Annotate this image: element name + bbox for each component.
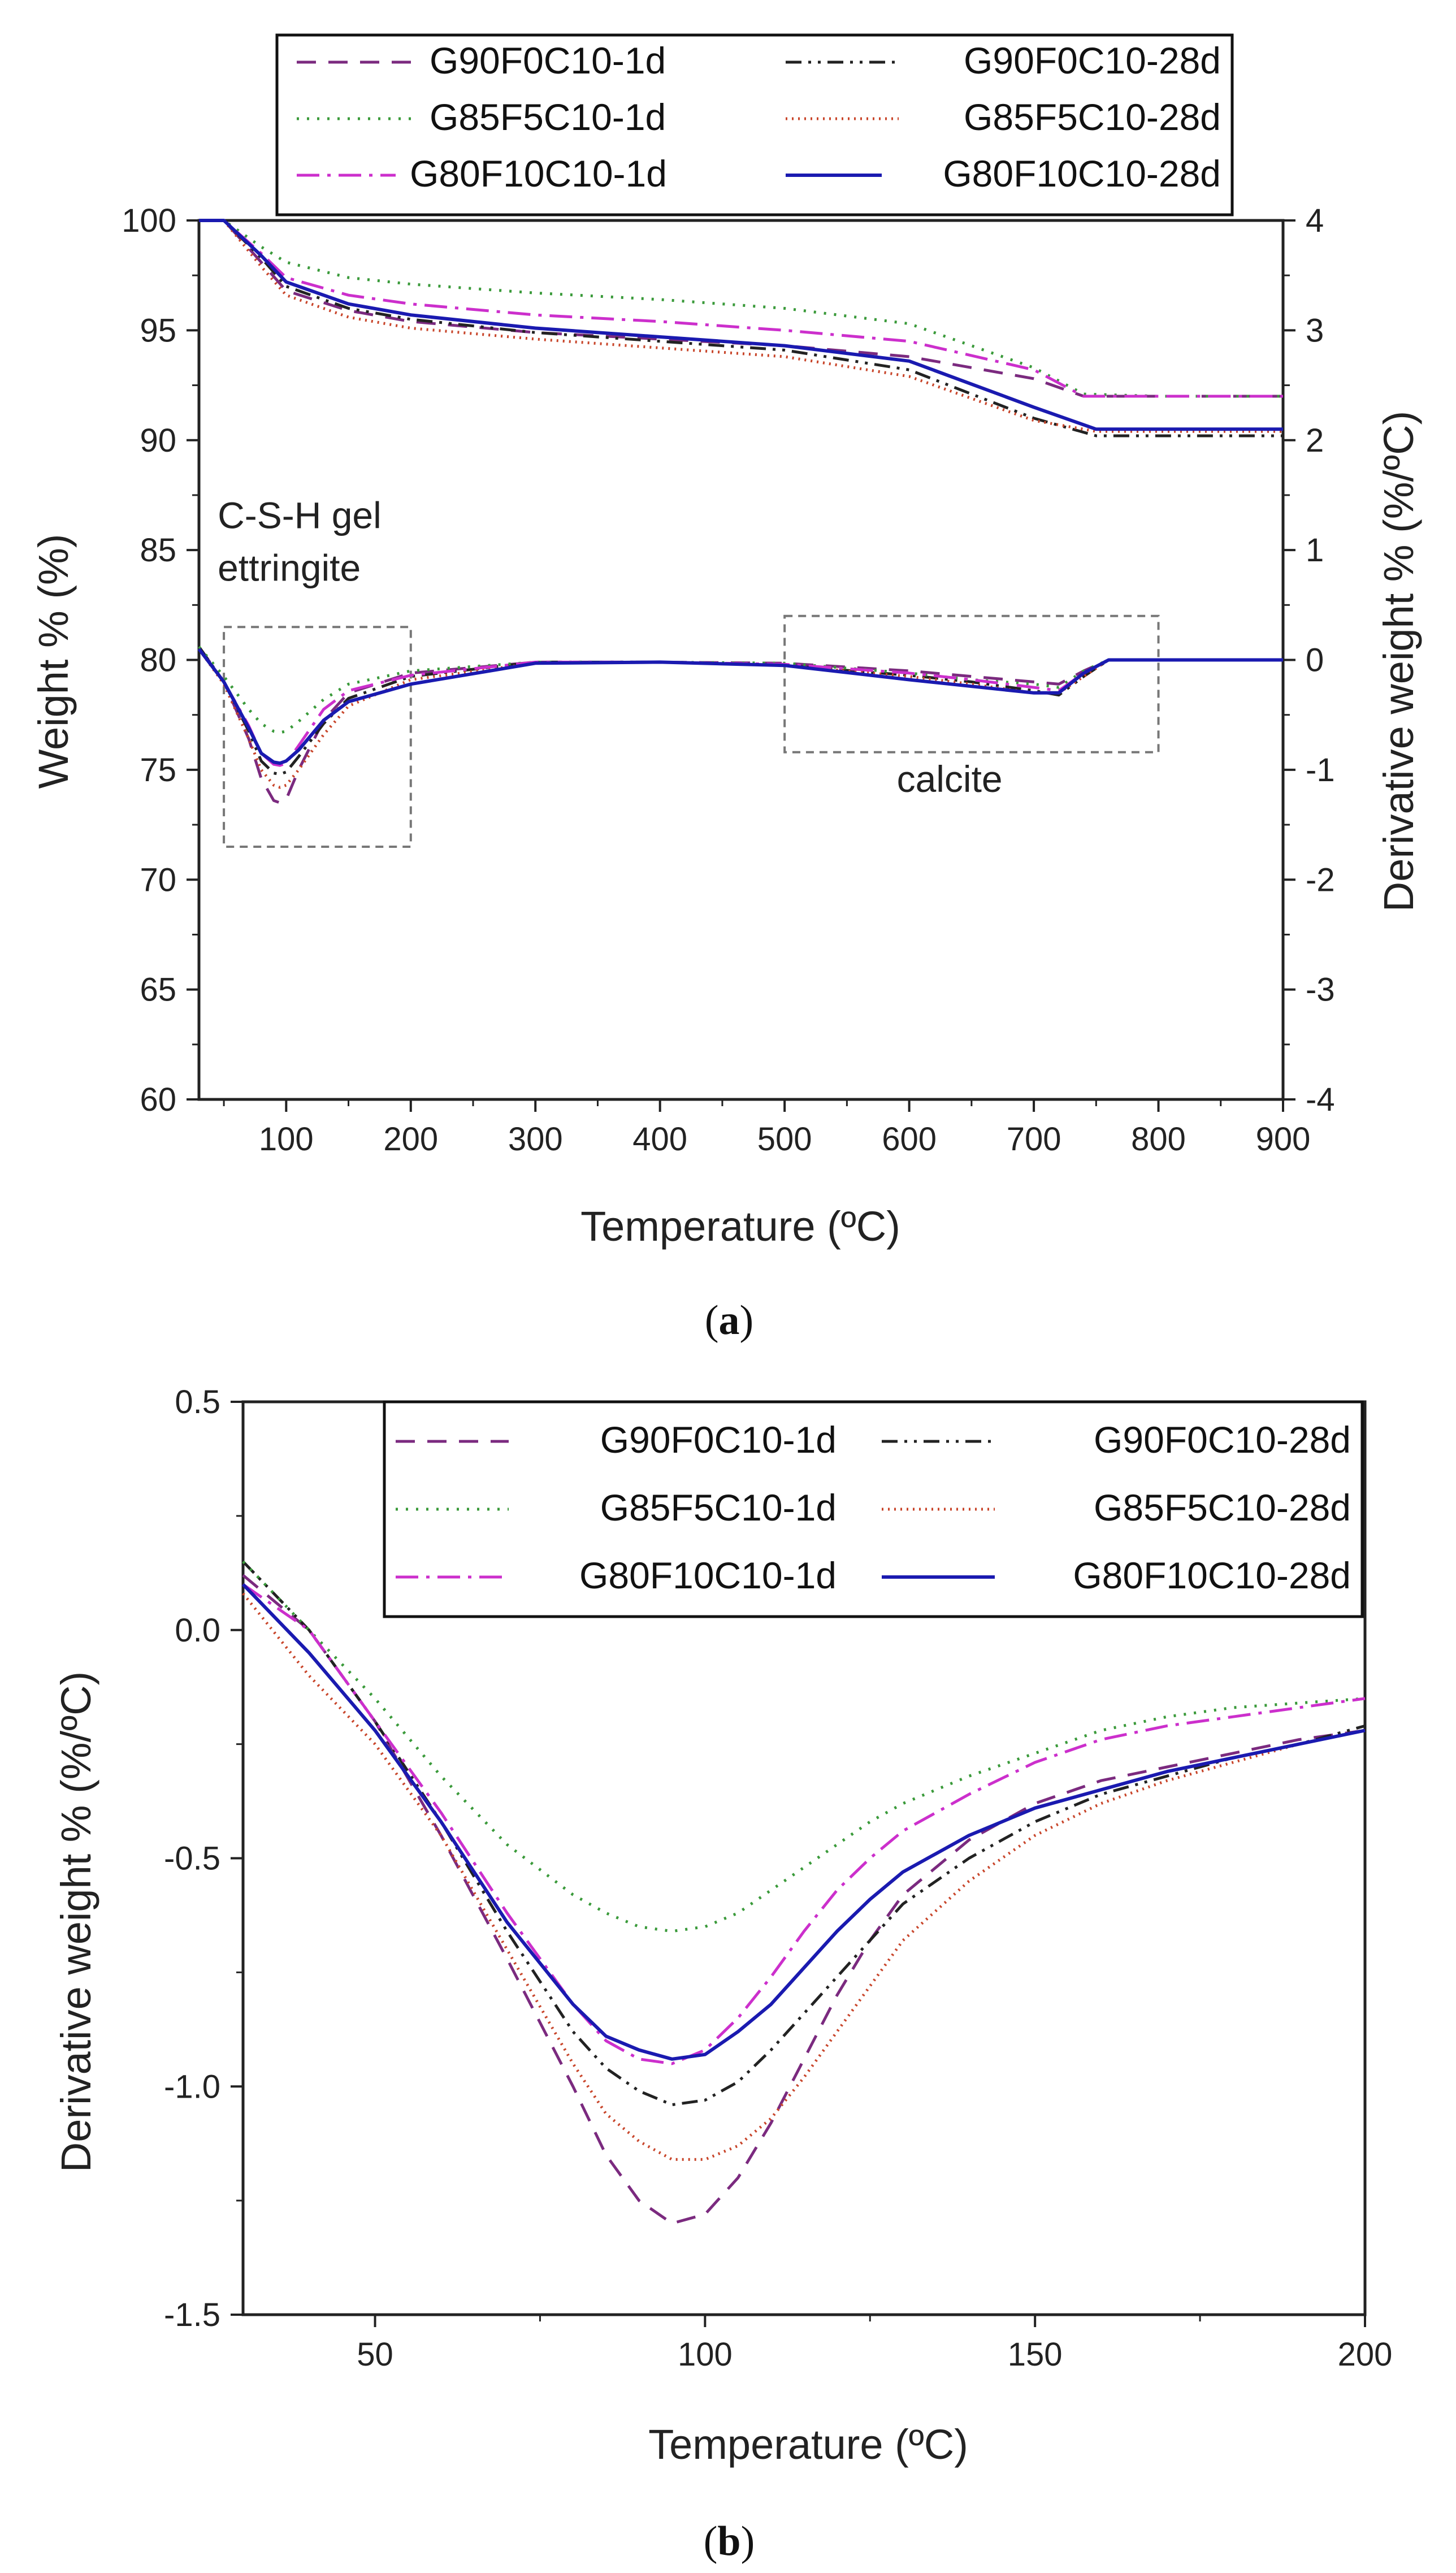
panel-a-derivative-line-g85f5c10-28d (197, 648, 1283, 789)
panel-b-legend-frame (383, 1400, 1364, 1618)
panel-a-annotation: calcite (897, 758, 1003, 800)
panel-b-caption-letter: b (717, 2518, 740, 2565)
panel-a-y-tick-label: 70 (140, 861, 176, 898)
panel-a-legend: G90F0C10-1d G90F0C10-28d G85F5C10-1d G85F5C… (275, 33, 1234, 216)
panel-a-weight-line-g80f10c10-28d (199, 219, 1283, 431)
panel-b-legend-label-g85f5c10-28d: G85F5C10-28d (1094, 1487, 1351, 1528)
panel-a-y2-axis-title: Derivative weight % (%/ºC) (1375, 411, 1422, 912)
panel-a-y2-ticks: -4 -3 -2 -1 0 1 2 3 4 (1283, 202, 1335, 1118)
panel-b-caption: (b) (704, 2518, 755, 2565)
panel-a-y-tick-label: 85 (140, 532, 176, 569)
panel-a-x-tick-label: 900 (1256, 1121, 1311, 1158)
panel-a-caption-letter: a (719, 1297, 740, 1344)
panel-a-weight-line-g85f5c10-1d (199, 219, 1283, 398)
panel-a-weight-line-g85f5c10-28d (199, 219, 1283, 433)
panel-a-x-tick-label: 400 (632, 1121, 687, 1158)
panel-a-highlight-boxes (223, 614, 1160, 848)
panel-b-x-tick-label: 50 (357, 2336, 393, 2373)
panel-a-y-axis-title: Weight % (%) (30, 534, 77, 789)
panel-a-x-tick-label: 800 (1131, 1121, 1186, 1158)
panel-a-y2-tick-label: 1 (1306, 532, 1324, 569)
panel-a-legend-label-g90f0c10-1d: G90F0C10-1d (430, 40, 666, 81)
panel-a-legend-frame (275, 33, 1234, 216)
panel-a-weight-line-g80f10c10-1d (199, 219, 1283, 398)
panel-b-x-axis-title: Temperature (ºC) (648, 2421, 968, 2468)
panel-a-legend-label-g80f10c10-28d: G80F10C10-28d (943, 153, 1221, 194)
panel-a-y-tick-label: 100 (122, 202, 176, 239)
panel-a-derivative-line-g90f0c10-28d (197, 646, 1283, 776)
panel-b-y-tick-label: -1.5 (164, 2297, 220, 2333)
panel-a-x-tick-label: 500 (757, 1121, 812, 1158)
panel-b-legend-label-g85f5c10-1d: G85F5C10-1d (600, 1487, 837, 1528)
panel-b-legend-label-g90f0c10-28d: G90F0C10-28d (1094, 1419, 1351, 1461)
panel-a-annotations: C-S-H gel ettringite calcite (218, 494, 1003, 800)
panel-b-line-g90f0c10-28d (242, 1560, 1366, 2107)
panel-b-line-g85f5c10-28d (242, 1592, 1366, 2161)
panel-a-highlight-box (783, 614, 1160, 753)
panel-a-y2-tick-label: 3 (1306, 312, 1324, 349)
panel-a-y2-tick-label: 2 (1306, 422, 1324, 459)
panel-b-caption-close: ) (741, 2518, 755, 2565)
panel-a-x-tick-label: 200 (383, 1121, 438, 1158)
panel-a-series (197, 219, 1283, 804)
panel-a-y2-tick-label: -4 (1306, 1081, 1335, 1118)
panel-b-line-g80f10c10-28d (241, 1583, 1366, 2061)
panel-b-y-ticks: -1.5 -1.0 -0.5 0.0 0.5 (164, 1384, 243, 2333)
panel-b-legend: G90F0C10-1d G90F0C10-28d G85F5C10-1d G85F5C… (383, 1400, 1364, 1618)
panel-a-legend-label-g90f0c10-28d: G90F0C10-28d (964, 40, 1221, 81)
panel-b-y-axis-title: Derivative weight % (%/ºC) (53, 1671, 99, 2172)
panel-b-x-ticks: 50 100 150 200 (357, 2315, 1392, 2373)
panel-a-y2-tick-label: 0 (1306, 642, 1324, 679)
panel-b-legend-label-g80f10c10-1d: G80F10C10-1d (579, 1554, 837, 1596)
panel-a-y-tick-label: 65 (140, 972, 176, 1008)
panel-a-x-tick-label: 300 (508, 1121, 563, 1158)
panel-a-derivative-line-g90f0c10-1d (197, 646, 1283, 804)
panel-a-derivative-line-g80f10c10-1d (198, 648, 1283, 767)
panel-b-x-tick-label: 100 (678, 2336, 733, 2373)
panel-b-x-tick-label: 150 (1008, 2336, 1063, 2373)
panel-a-y2-tick-label: -3 (1306, 972, 1335, 1008)
panel-a-caption-open: ( (705, 1297, 719, 1344)
panel-a-y-tick-label: 90 (140, 422, 176, 459)
panel-a-legend-label-g85f5c10-28d: G85F5C10-28d (964, 96, 1221, 138)
panel-a-caption-close: ) (740, 1297, 754, 1344)
panel-b-y-tick-label: -1.0 (164, 2068, 220, 2105)
panel-a-x-tick-label: 700 (1007, 1121, 1061, 1158)
panel-b-line-g80f10c10-1d (242, 1583, 1366, 2065)
panel-b-series (241, 1560, 1366, 2225)
panel-a-weight-line-g90f0c10-1d (199, 219, 1283, 398)
panel-a: 100 200 300 400 500 600 700 800 900 606570758085… (30, 33, 1422, 1344)
panel-a-y-tick-label: 75 (140, 752, 176, 789)
panel-a-y-tick-label: 80 (140, 642, 176, 679)
panel-a-y-tick-label: 60 (140, 1081, 176, 1118)
panel-a-x-tick-label: 600 (882, 1121, 937, 1158)
panel-b-x-tick-label: 200 (1338, 2336, 1393, 2373)
panel-a-weight-line-g90f0c10-28d (199, 219, 1283, 438)
panel-b-caption-open: ( (704, 2518, 718, 2565)
panel-b-y-tick-label: 0.5 (175, 1384, 220, 1420)
panel-b-y-tick-label: 0.0 (175, 1612, 220, 1649)
panel-b-legend-label-g80f10c10-28d: G80F10C10-28d (1073, 1554, 1351, 1596)
panel-b-y-tick-label: -0.5 (164, 1840, 220, 1877)
panel-a-x-tick-label: 100 (259, 1121, 314, 1158)
panel-a-x-axis-title: Temperature (ºC) (580, 1203, 900, 1250)
panel-a-derivative-line-g80f10c10-28d (197, 648, 1283, 765)
panel-a-annotation: ettringite (218, 547, 361, 589)
panel-b-line-g90f0c10-1d (242, 1574, 1366, 2225)
panel-b-legend-label-g90f0c10-1d: G90F0C10-1d (600, 1419, 837, 1461)
panel-a-y2-tick-label: 4 (1306, 202, 1324, 239)
panel-a-legend-label-g80f10c10-1d: G80F10C10-1d (410, 153, 667, 194)
panel-a-y2-tick-label: -1 (1306, 752, 1335, 789)
panel-a-x-ticks: 100 200 300 400 500 600 700 800 900 (223, 1099, 1311, 1158)
panel-a-y-tick-label: 95 (140, 312, 176, 349)
panel-a-legend-label-g85f5c10-1d: G85F5C10-1d (430, 96, 666, 138)
panel-a-annotation: C-S-H gel (218, 494, 382, 536)
panel-a-caption: (a) (705, 1297, 753, 1344)
panel-a-y-ticks: 60 65 70 75 80 85 90 95 100 (122, 202, 199, 1118)
panel-a-y2-tick-label: -2 (1306, 861, 1335, 898)
panel-b: 50 100 150 200 -1.5 -1.0 -0.5 0.0 0.5 Temperatu… (53, 1384, 1392, 2565)
